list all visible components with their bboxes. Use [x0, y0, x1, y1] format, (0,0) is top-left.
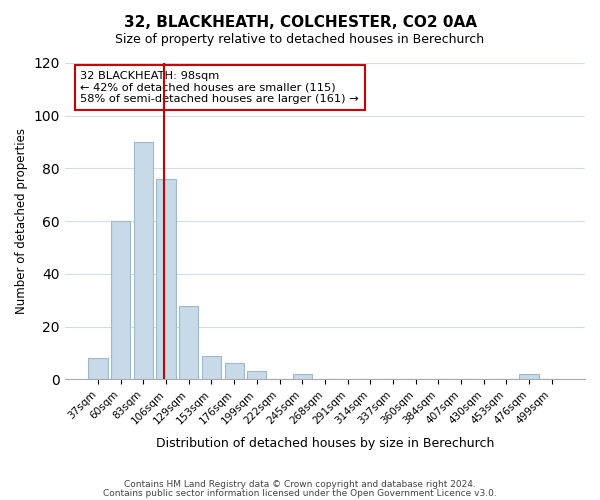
Bar: [202, 356, 221, 380]
Bar: [111, 221, 130, 380]
X-axis label: Distribution of detached houses by size in Berechurch: Distribution of detached houses by size …: [156, 437, 494, 450]
Bar: [224, 364, 244, 380]
Text: Contains HM Land Registry data © Crown copyright and database right 2024.: Contains HM Land Registry data © Crown c…: [124, 480, 476, 489]
Bar: [520, 374, 539, 380]
Bar: [293, 374, 312, 380]
Bar: [88, 358, 108, 380]
Text: Size of property relative to detached houses in Berechurch: Size of property relative to detached ho…: [115, 32, 485, 46]
Y-axis label: Number of detached properties: Number of detached properties: [15, 128, 28, 314]
Bar: [157, 179, 176, 380]
Text: Contains public sector information licensed under the Open Government Licence v3: Contains public sector information licen…: [103, 489, 497, 498]
Bar: [247, 372, 266, 380]
Bar: [134, 142, 153, 380]
Bar: [179, 306, 199, 380]
Text: 32, BLACKHEATH, COLCHESTER, CO2 0AA: 32, BLACKHEATH, COLCHESTER, CO2 0AA: [124, 15, 476, 30]
Text: 32 BLACKHEATH: 98sqm
← 42% of detached houses are smaller (115)
58% of semi-deta: 32 BLACKHEATH: 98sqm ← 42% of detached h…: [80, 71, 359, 104]
